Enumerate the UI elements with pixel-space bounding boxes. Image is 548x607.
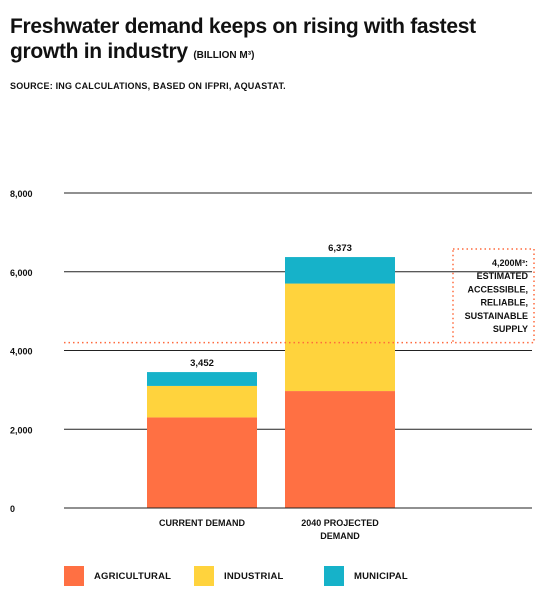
bar-industrial xyxy=(147,385,257,418)
legend-label-municipal: MUNICIPAL xyxy=(354,570,408,582)
threshold-annotation-box xyxy=(452,248,535,344)
legend-item-industrial: INDUSTRIAL xyxy=(194,566,324,586)
x-category-label: 2040 PROJECTED xyxy=(301,518,379,528)
threshold-annotation-label: ESTIMATED xyxy=(477,271,529,281)
y-tick-label: 4,000 xyxy=(10,347,33,357)
y-tick-label: 6,000 xyxy=(10,268,33,278)
legend-label-agricultural: AGRICULTURAL xyxy=(94,570,172,582)
bar-total-label: 3,452 xyxy=(190,358,214,369)
legend: AGRICULTURAL INDUSTRIAL MUNICIPAL xyxy=(64,566,454,586)
y-tick-label: 2,000 xyxy=(10,425,33,435)
bar-agricultural xyxy=(147,417,257,508)
legend-item-agricultural: AGRICULTURAL xyxy=(64,566,194,586)
bar-agricultural xyxy=(285,391,395,508)
y-tick-label: 0 xyxy=(10,504,15,514)
threshold-annotation-label: SUSTAINABLE xyxy=(465,311,528,321)
x-category-label: CURRENT DEMAND xyxy=(159,518,245,528)
legend-label-industrial: INDUSTRIAL xyxy=(224,570,284,582)
threshold-annotation-label: 4,200M³: xyxy=(492,258,528,268)
legend-swatch-municipal xyxy=(324,566,344,586)
x-category-label: DEMAND xyxy=(320,531,360,541)
threshold-annotation-label: SUPPLY xyxy=(493,324,528,334)
chart-unit: (BILLION M³) xyxy=(193,50,255,61)
chart-source: SOURCE: ING CALCULATIONS, BASED ON IFPRI… xyxy=(10,81,286,91)
y-tick-label: 8,000 xyxy=(10,189,33,199)
legend-swatch-industrial xyxy=(194,566,214,586)
bar-total-label: 6,373 xyxy=(328,243,352,254)
legend-swatch-agricultural xyxy=(64,566,84,586)
bar-municipal xyxy=(147,372,257,386)
legend-item-municipal: MUNICIPAL xyxy=(324,566,454,586)
threshold-annotation-label: ACCESSIBLE, xyxy=(467,284,528,294)
bar-industrial xyxy=(285,283,395,392)
bar-municipal xyxy=(285,257,395,284)
threshold-annotation-label: RELIABLE, xyxy=(480,298,528,308)
chart-title-text: Freshwater demand keeps on rising with f… xyxy=(10,15,476,63)
chart-title: Freshwater demand keeps on rising with f… xyxy=(10,14,540,68)
